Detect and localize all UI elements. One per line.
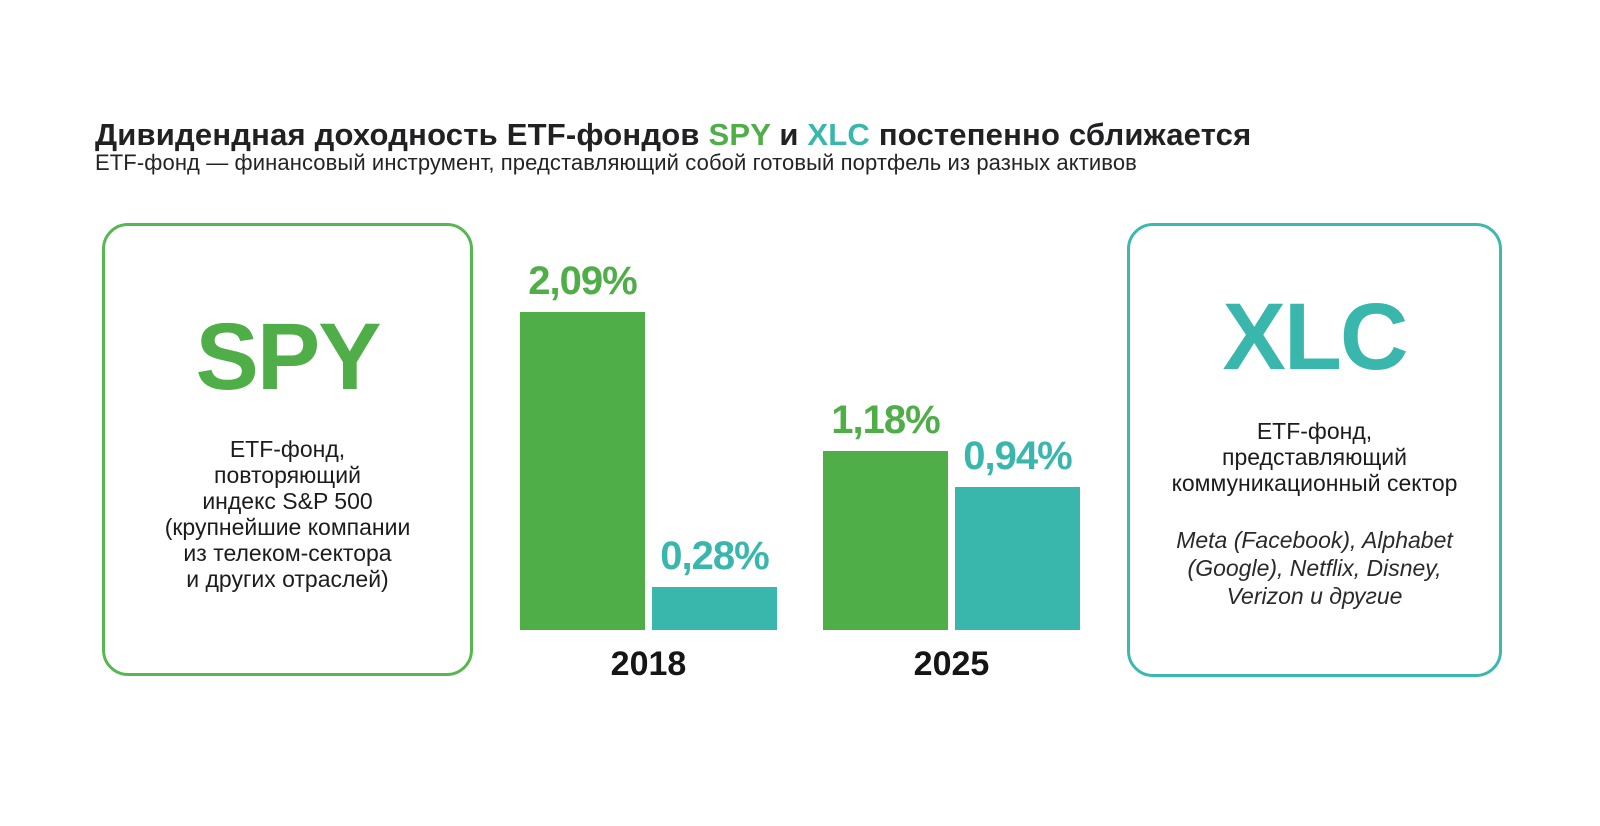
title-part-2: и — [770, 116, 808, 152]
bar-xlc-2018 — [652, 587, 777, 630]
spy-card: SPY ETF-фонд, повторяющий индекс S&P 500… — [102, 223, 473, 676]
bar-spy-2018 — [520, 312, 645, 630]
value-label-xlc-2018: 0,28% — [660, 534, 769, 578]
xlc-card: XLC ETF-фонд, представляющий коммуникаци… — [1127, 223, 1502, 677]
spy-ticker: SPY — [195, 304, 381, 410]
bar-xlc-2025 — [955, 487, 1080, 630]
xlc-companies-list: Meta (Facebook), Alphabet (Google), Netf… — [1176, 527, 1453, 609]
title-ticker-spy: SPY — [708, 116, 771, 152]
category-label-2018: 2018 — [610, 645, 687, 683]
title-part-1: Дивидендная доходность ETF-фондов — [95, 116, 709, 152]
value-label-xlc-2025: 0,94% — [963, 434, 1072, 478]
page-title: Дивидендная доходность ETF-фондов SPY и … — [95, 117, 1251, 153]
page-subtitle: ETF-фонд — финансовый инструмент, предст… — [95, 150, 1137, 175]
category-label-2025: 2025 — [913, 645, 990, 683]
value-label-spy-2025: 1,18% — [831, 398, 940, 442]
title-part-3: постепенно сближается — [870, 116, 1252, 152]
xlc-description: ETF-фонд, представляющий коммуникационны… — [1171, 418, 1458, 496]
title-ticker-xlc: XLC — [807, 116, 871, 152]
bar-spy-2025 — [823, 451, 948, 630]
xlc-ticker: XLC — [1222, 284, 1409, 390]
spy-description: ETF-фонд, повторяющий индекс S&P 500 (кр… — [164, 436, 411, 592]
value-label-spy-2018: 2,09% — [528, 259, 637, 303]
